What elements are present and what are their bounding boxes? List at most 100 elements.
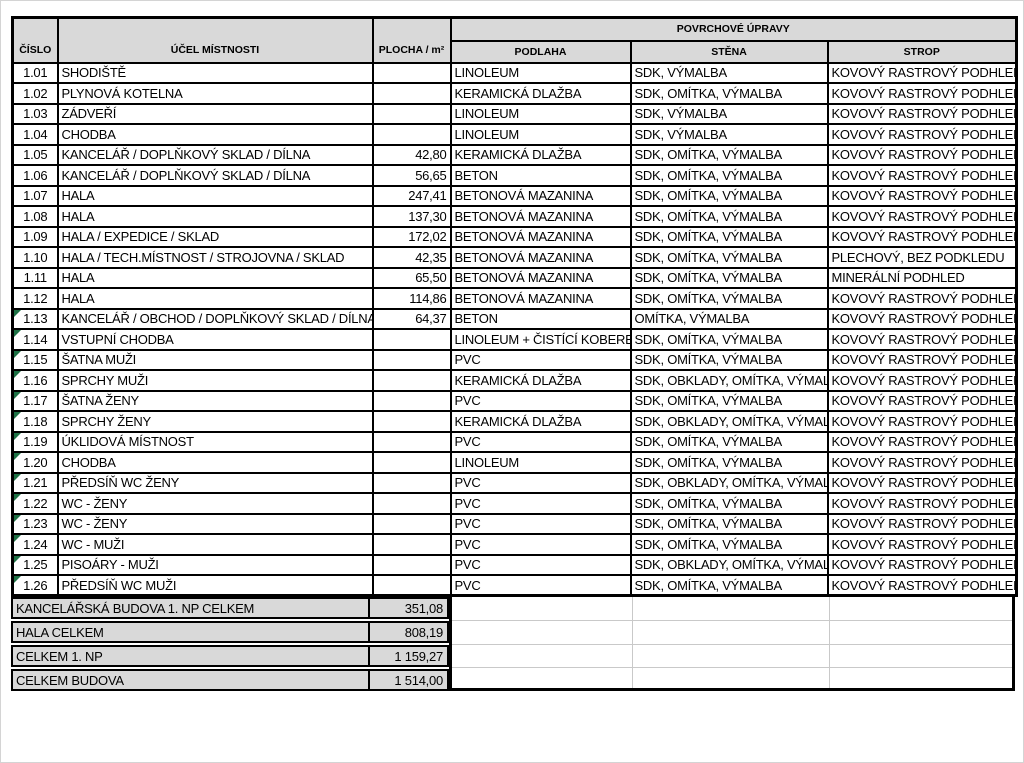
ceiling-finish-cell: KOVOVÝ RASTROVÝ PODHLED (826, 184, 1018, 207)
floor-finish-cell: BETON (449, 164, 632, 187)
totals-rows: KANCELÁŘSKÁ BUDOVA 1. NP CELKEM 351,08 H… (11, 597, 449, 691)
area-cell: 42,80 (371, 143, 452, 166)
floor-finish-cell: PVC (449, 389, 632, 412)
room-purpose-cell: HALA / TECH.MÍSTNOST / STROJOVNA / SKLAD (56, 246, 374, 269)
room-purpose-cell: HALA (56, 287, 374, 310)
ceiling-finish-cell: KOVOVÝ RASTROVÝ PODHLED (826, 225, 1018, 248)
ceiling-finish-cell: KOVOVÝ RASTROVÝ PODHLED (826, 164, 1018, 187)
floor-finish-cell: LINOLEUM (449, 102, 632, 125)
floor-finish-cell: BETONOVÁ MAZANINA (449, 287, 632, 310)
table-row: 1.05 KANCELÁŘ / DOPLŇKOVÝ SKLAD / DÍLNA … (11, 143, 1018, 166)
total-label: HALA CELKEM (13, 623, 370, 641)
area-cell: 65,50 (371, 266, 452, 289)
area-cell: 172,02 (371, 225, 452, 248)
area-cell (371, 61, 452, 84)
room-number: 1.20 (23, 454, 48, 470)
ceiling-finish-cell: KOVOVÝ RASTROVÝ PODHLED (826, 61, 1018, 84)
table-row: 1.01 SHODIŠTĚ LINOLEUM SDK, VÝMALBA KOVO… (11, 61, 1018, 84)
ceiling-finish-cell: KOVOVÝ RASTROVÝ PODHLED (826, 348, 1018, 371)
table-row: 1.23 WC - ŽENY PVC SDK, OMÍTKA, VÝMALBA … (11, 512, 1018, 535)
room-number: 1.04 (23, 126, 48, 142)
room-purpose-cell: KANCELÁŘ / DOPLŇKOVÝ SKLAD / DÍLNA (56, 143, 374, 166)
ceiling-finish-cell: KOVOVÝ RASTROVÝ PODHLED (826, 410, 1018, 433)
faint-gridline (452, 667, 1012, 668)
floor-finish-cell: PVC (449, 492, 632, 515)
col-header-ucel-mistnosti: ÚČEL MÍSTNOSTI (56, 16, 374, 64)
room-purpose-cell: HALA / EXPEDICE / SKLAD (56, 225, 374, 248)
room-number-cell: 1.19 (11, 430, 59, 453)
ceiling-finish-cell: KOVOVÝ RASTROVÝ PODHLED (826, 430, 1018, 453)
room-number: 1.09 (23, 229, 48, 245)
room-number: 1.21 (23, 475, 48, 491)
total-label: CELKEM 1. NP (13, 647, 370, 665)
table-row: 1.24 WC - MUŽI PVC SDK, OMÍTKA, VÝMALBA … (11, 533, 1018, 556)
room-number: 1.12 (23, 290, 48, 306)
area-cell: 114,86 (371, 287, 452, 310)
room-number: 1.17 (23, 393, 48, 409)
room-purpose-cell: KANCELÁŘ / OBCHOD / DOPLŇKOVÝ SKLAD / DÍ… (56, 307, 374, 330)
area-cell (371, 369, 452, 392)
col-header-cislo: ČÍSLO (11, 16, 59, 64)
faint-gridline (632, 597, 633, 688)
ceiling-finish-cell: KOVOVÝ RASTROVÝ PODHLED (826, 328, 1018, 351)
room-schedule: ČÍSLO ÚČEL MÍSTNOSTI PLOCHA / m² POVRCHO… (11, 16, 1019, 694)
room-number-cell: 1.03 (11, 102, 59, 125)
wall-finish-cell: SDK, OMÍTKA, VÝMALBA (629, 225, 829, 248)
table-row: 1.18 SPRCHY ŽENY KERAMICKÁ DLAŽBA SDK, O… (11, 410, 1018, 433)
wall-finish-cell: SDK, OMÍTKA, VÝMALBA (629, 348, 829, 371)
wall-finish-cell: SDK, OMÍTKA, VÝMALBA (629, 164, 829, 187)
room-purpose-cell: PLYNOVÁ KOTELNA (56, 82, 374, 105)
ceiling-finish-cell: KOVOVÝ RASTROVÝ PODHLED (826, 574, 1018, 597)
total-value: 808,19 (404, 624, 444, 640)
error-marker-triangle-icon (14, 412, 21, 419)
wall-finish-cell: SDK, OMÍTKA, VÝMALBA (629, 430, 829, 453)
header-row-sub: PODLAHA STĚNA STROP (13, 39, 1018, 64)
table-row: 1.19 ÚKLIDOVÁ MÍSTNOST PVC SDK, OMÍTKA, … (11, 430, 1018, 453)
floor-finish-cell: LINOLEUM (449, 451, 632, 474)
room-number-cell: 1.13 (11, 307, 59, 330)
room-purpose-cell: ŠATNA MUŽI (56, 348, 374, 371)
area-cell (371, 451, 452, 474)
error-marker-triangle-icon (14, 576, 21, 583)
room-number-cell: 1.15 (11, 348, 59, 371)
floor-finish-cell: BETONOVÁ MAZANINA (449, 225, 632, 248)
room-purpose-cell: CHODBA (56, 123, 374, 146)
room-number-cell: 1.02 (11, 82, 59, 105)
room-number-cell: 1.26 (11, 574, 59, 597)
ceiling-finish-cell: KOVOVÝ RASTROVÝ PODHLED (826, 553, 1018, 576)
room-number-cell: 1.05 (11, 143, 59, 166)
floor-finish-cell: PVC (449, 533, 632, 556)
room-number: 1.23 (23, 516, 48, 532)
floor-finish-cell: BETONOVÁ MAZANINA (449, 184, 632, 207)
room-number-cell: 1.06 (11, 164, 59, 187)
table-row: 1.12 HALA 114,86 BETONOVÁ MAZANINA SDK, … (11, 287, 1018, 310)
wall-finish-cell: SDK, OMÍTKA, VÝMALBA (629, 82, 829, 105)
table-row: 1.06 KANCELÁŘ / DOPLŇKOVÝ SKLAD / DÍLNA … (11, 164, 1018, 187)
table-row: 1.10 HALA / TECH.MÍSTNOST / STROJOVNA / … (11, 246, 1018, 269)
table-row: 1.07 HALA 247,41 BETONOVÁ MAZANINA SDK, … (11, 184, 1018, 207)
error-marker-triangle-icon (14, 351, 21, 358)
room-number: 1.19 (23, 434, 48, 450)
area-cell (371, 348, 452, 371)
room-number: 1.25 (23, 557, 48, 573)
room-number: 1.07 (23, 188, 48, 204)
wall-finish-cell: SDK, OMÍTKA, VÝMALBA (629, 184, 829, 207)
room-purpose-cell: CHODBA (56, 451, 374, 474)
ceiling-finish-cell: PLECHOVÝ, BEZ PODKLEDU (826, 246, 1018, 269)
faint-gridline (829, 597, 830, 688)
floor-finish-cell: KERAMICKÁ DLAŽBA (449, 143, 632, 166)
table-row: 1.20 CHODBA LINOLEUM SDK, OMÍTKA, VÝMALB… (11, 451, 1018, 474)
room-number: 1.26 (23, 577, 48, 593)
wall-finish-cell: SDK, OMÍTKA, VÝMALBA (629, 492, 829, 515)
table-row: 1.17 ŠATNA ŽENY PVC SDK, OMÍTKA, VÝMALBA… (11, 389, 1018, 412)
room-number-cell: 1.25 (11, 553, 59, 576)
floor-finish-cell: BETON (449, 307, 632, 330)
floor-finish-cell: BETONOVÁ MAZANINA (449, 246, 632, 269)
room-number-cell: 1.24 (11, 533, 59, 556)
col-header-strop: STROP (826, 39, 1018, 64)
wall-finish-cell: SDK, OMÍTKA, VÝMALBA (629, 512, 829, 535)
room-number-cell: 1.23 (11, 512, 59, 535)
error-marker-triangle-icon (14, 330, 21, 337)
room-number: 1.05 (23, 147, 48, 163)
room-number: 1.14 (23, 331, 48, 347)
